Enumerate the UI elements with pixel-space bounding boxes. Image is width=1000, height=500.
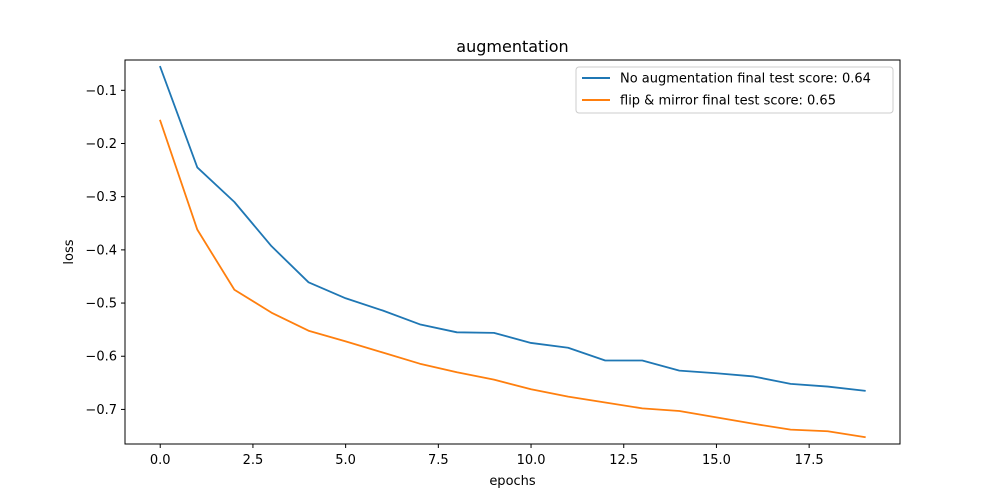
x-tick-label: 0.0 — [150, 453, 171, 468]
plot-area — [124, 59, 901, 445]
y-tick-label: −0.4 — [85, 243, 117, 258]
y-axis-label: loss — [62, 239, 77, 264]
series-line-0 — [159, 65, 866, 392]
y-tick-label: −0.3 — [85, 190, 117, 205]
x-tick-label: 15.0 — [702, 453, 731, 468]
x-tick-label: 17.5 — [795, 453, 824, 468]
y-tick-label: −0.1 — [85, 84, 117, 99]
legend-label-series-0: No augmentation final test score: 0.64 — [620, 72, 871, 87]
series-lines — [159, 65, 866, 439]
y-axis: −0.1 −0.2 −0.3 −0.4 −0.5 −0.6 −0.7 — [85, 84, 125, 418]
legend: No augmentation final test score: 0.64 f… — [575, 66, 894, 114]
x-tick-label: 2.5 — [243, 453, 264, 468]
plot-frame — [124, 59, 901, 445]
legend-box — [575, 66, 894, 114]
x-tick-label: 5.0 — [335, 453, 356, 468]
chart-title: augmentation — [456, 37, 568, 56]
x-tick-label: 10.0 — [517, 453, 546, 468]
y-tick-label: −0.7 — [85, 403, 117, 418]
x-axis-label: epochs — [489, 474, 536, 489]
x-tick-label: 7.5 — [428, 453, 449, 468]
y-tick-label: −0.2 — [85, 137, 117, 152]
series-line-1 — [159, 119, 866, 439]
y-tick-label: −0.5 — [85, 297, 117, 312]
x-axis: 0.0 2.5 5.0 7.5 10.0 12.5 15.0 17.5 — [150, 444, 824, 468]
legend-label-series-1: flip & mirror final test score: 0.65 — [620, 94, 836, 109]
x-tick-label: 12.5 — [609, 453, 638, 468]
y-tick-label: −0.6 — [85, 350, 117, 365]
